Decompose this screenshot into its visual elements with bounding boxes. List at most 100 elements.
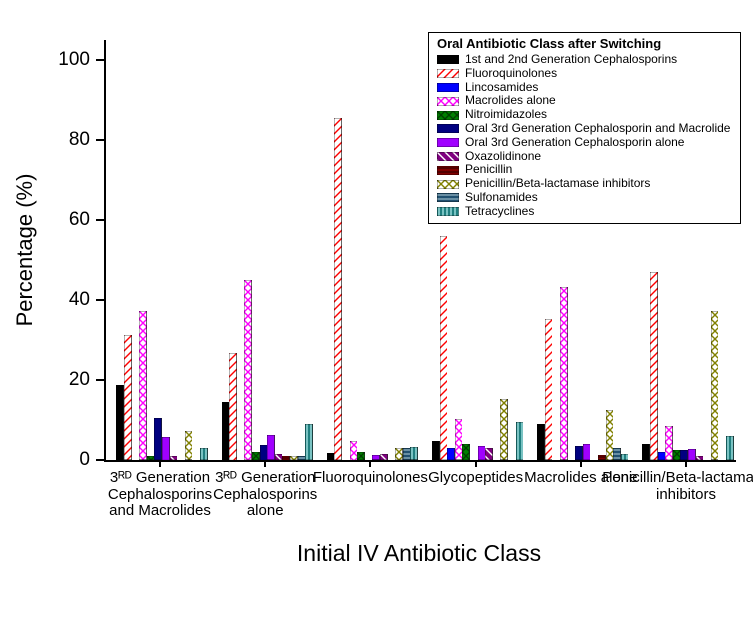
legend-title: Oral Antibiotic Class after Switching [437, 37, 730, 52]
bar [500, 399, 508, 460]
xtick-line [369, 460, 371, 467]
legend-label: 1st and 2nd Generation Cephalosporins [465, 53, 677, 67]
bar [275, 454, 283, 460]
bar [357, 452, 365, 460]
ytick-label: 100 [0, 49, 90, 71]
legend-item: Sulfonamides [437, 191, 730, 205]
ytick-label: 0 [0, 449, 90, 471]
bar [124, 335, 132, 460]
x-axis-label: Initial IV Antibiotic Class [104, 540, 734, 567]
bar [305, 424, 313, 460]
legend-item: Penicillin [437, 163, 730, 177]
bar [139, 311, 147, 460]
bar [244, 280, 252, 460]
bar [462, 444, 470, 460]
bar [642, 444, 650, 460]
legend-swatch [437, 152, 459, 161]
legend-item: Tetracyclines [437, 205, 730, 219]
bar [116, 385, 124, 460]
bar [298, 456, 306, 460]
legend-swatch [437, 207, 459, 216]
legend-label: Oral 3rd Generation Cephalosporin alone [465, 136, 684, 150]
legend-label: Lincosamides [465, 81, 538, 95]
xtick-label: Penicillin/Beta-lactamaseinhibitors [601, 470, 753, 503]
ytick-line [96, 379, 104, 381]
legend-swatch [437, 180, 459, 189]
legend-label: Tetracyclines [465, 205, 534, 219]
ytick-line [96, 59, 104, 61]
bar [162, 437, 170, 460]
legend-item: Oxazolidinone [437, 150, 730, 164]
bar [680, 450, 688, 460]
ytick-label: 60 [0, 209, 90, 231]
legend-swatch [437, 83, 459, 92]
bar [372, 455, 380, 460]
bar [545, 319, 553, 460]
bar [229, 353, 237, 460]
legend-swatch [437, 55, 459, 64]
bar [726, 436, 734, 460]
bar [327, 453, 335, 460]
bar [154, 418, 162, 460]
bar [613, 448, 621, 460]
legend-item: Penicillin/Beta-lactamase inhibitors [437, 177, 730, 191]
bar [658, 452, 666, 460]
xtick-line [475, 460, 477, 467]
legend-swatch [437, 69, 459, 78]
bar [711, 311, 719, 460]
ytick-label: 20 [0, 369, 90, 391]
legend-item: Fluoroquinolones [437, 67, 730, 81]
legend-swatch [437, 193, 459, 202]
xtick-line [685, 460, 687, 467]
bar [290, 456, 298, 460]
bar [260, 445, 268, 460]
bar [185, 431, 193, 460]
bar [334, 118, 342, 460]
legend-label: Macrolides alone [465, 94, 556, 108]
ytick-label: 80 [0, 129, 90, 151]
legend-item: Oral 3rd Generation Cephalosporin alone [437, 136, 730, 150]
bar [478, 446, 486, 460]
ytick-label: 40 [0, 289, 90, 311]
bar [222, 402, 230, 460]
legend-label: Penicillin [465, 163, 512, 177]
bar [665, 426, 673, 460]
bar [598, 455, 606, 460]
legend-item: Oral 3rd Generation Cephalosporin and Ma… [437, 122, 730, 136]
legend-label: Sulfonamides [465, 191, 538, 205]
legend-label: Oral 3rd Generation Cephalosporin and Ma… [465, 122, 730, 136]
bar [282, 456, 290, 460]
bar [621, 454, 629, 460]
legend-label: Nitroimidazoles [465, 108, 547, 122]
bar [560, 287, 568, 460]
bar [440, 236, 448, 460]
bar [403, 448, 411, 460]
bar [485, 448, 493, 460]
ytick-line [96, 139, 104, 141]
bar [350, 441, 358, 460]
legend-item: Nitroimidazoles [437, 108, 730, 122]
bar [395, 448, 403, 460]
bar [252, 452, 260, 460]
bar [673, 450, 681, 460]
bar [380, 454, 388, 460]
bar [200, 448, 208, 460]
chart-root: Percentage (%) Initial IV Antibiotic Cla… [0, 0, 753, 623]
bar [170, 456, 178, 460]
xtick-line [159, 460, 161, 467]
bar [606, 410, 614, 460]
bar [267, 435, 275, 460]
ytick-line [96, 459, 104, 461]
xtick-line [580, 460, 582, 467]
ytick-line [96, 299, 104, 301]
legend-swatch [437, 97, 459, 106]
ytick-line [96, 219, 104, 221]
legend-label: Fluoroquinolones [465, 67, 557, 81]
bar [537, 424, 545, 460]
legend-item: Macrolides alone [437, 94, 730, 108]
legend-swatch [437, 138, 459, 147]
legend: Oral Antibiotic Class after Switching 1s… [428, 32, 741, 224]
legend-item: Lincosamides [437, 81, 730, 95]
bar [516, 422, 524, 460]
bar [147, 456, 155, 460]
